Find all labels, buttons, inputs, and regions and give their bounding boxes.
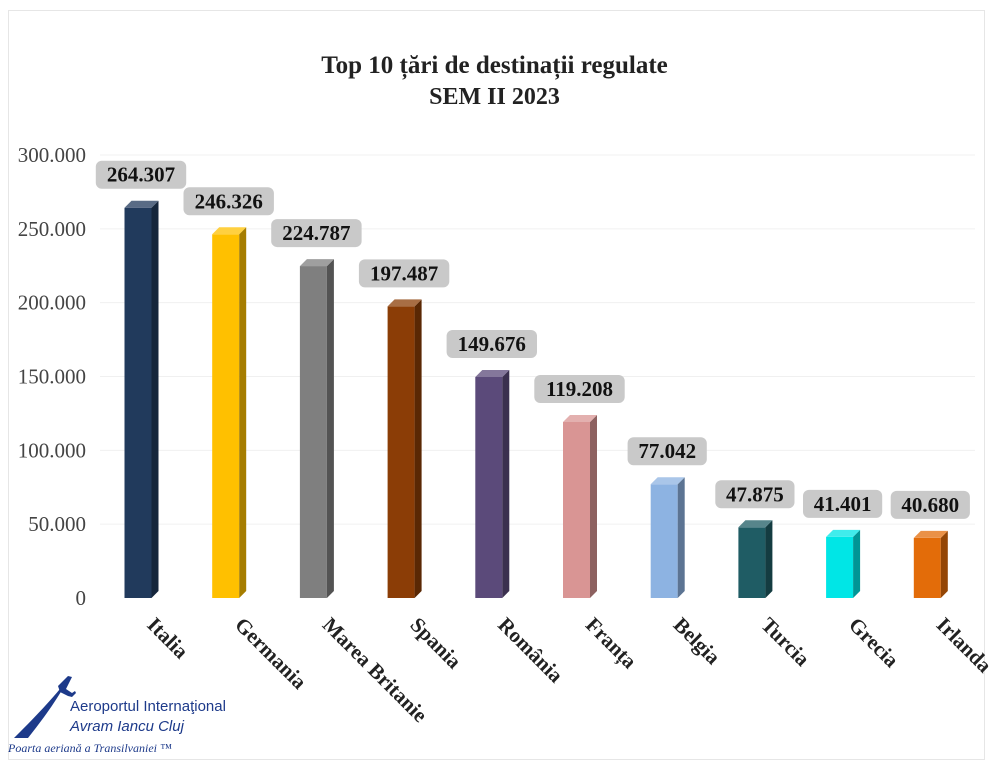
bar — [913, 530, 948, 598]
data-label: 119.208 — [546, 377, 613, 401]
bar-front — [650, 484, 678, 598]
y-tick-label: 100.000 — [18, 438, 86, 462]
bar-side — [502, 369, 510, 598]
airport-logo: Aeroportul Internaţional Avram Iancu Clu… — [6, 668, 266, 760]
y-tick-label: 150.000 — [18, 365, 86, 389]
bar-top — [826, 529, 861, 537]
data-label: 47.875 — [726, 482, 784, 506]
bar-front — [299, 266, 327, 598]
bar-top — [387, 299, 422, 307]
bar-front — [387, 306, 415, 598]
x-tick-label: Grecia — [844, 613, 904, 673]
bar — [475, 369, 510, 598]
bar-top — [913, 530, 948, 538]
y-tick-label: 50.000 — [28, 512, 86, 536]
data-label: 197.487 — [370, 261, 438, 285]
bar-front — [212, 234, 240, 598]
x-tick-label: Belgia — [669, 613, 726, 670]
y-tick-label: 250.000 — [18, 217, 86, 241]
data-label: 41.401 — [814, 492, 872, 516]
bar-front — [475, 376, 503, 598]
x-tick-label: Franța — [580, 613, 642, 675]
data-label: 40.680 — [901, 493, 959, 517]
bar — [738, 520, 773, 598]
bar-top — [738, 520, 773, 528]
bar — [299, 259, 334, 598]
bar-side — [765, 520, 773, 598]
data-label-box — [95, 160, 187, 189]
data-label-box — [271, 219, 362, 248]
data-label-box — [627, 437, 707, 466]
y-tick-label: 200.000 — [18, 291, 86, 315]
data-label: 149.676 — [458, 332, 526, 356]
x-tick-label: Turcia — [756, 613, 815, 672]
bar-front — [826, 536, 854, 598]
bar-top — [299, 259, 334, 267]
data-label-box — [183, 187, 274, 216]
bar-front — [563, 421, 590, 598]
data-label-box — [446, 329, 537, 358]
data-label-box — [890, 490, 970, 519]
bar-front — [913, 537, 941, 598]
bar-side — [853, 529, 861, 598]
bar — [124, 200, 159, 598]
logo-name-line2: Avram Iancu Cluj — [70, 718, 184, 735]
bar-front — [124, 207, 152, 598]
bar — [650, 477, 685, 598]
bar-side — [940, 530, 948, 598]
data-label-box — [534, 374, 625, 403]
x-tick-label: România — [493, 613, 568, 688]
data-label-box — [715, 480, 795, 509]
data-label-box — [358, 259, 450, 288]
logo-name-line1: Aeroportul Internaţional — [70, 698, 226, 715]
bar-side — [590, 414, 597, 598]
bar-top — [563, 414, 597, 422]
bar-side — [151, 200, 159, 598]
bar-top — [212, 227, 247, 235]
bar-side — [239, 227, 247, 598]
chart-subtitle: SEM II 2023 — [429, 84, 560, 110]
data-label: 224.787 — [282, 221, 350, 245]
bar — [563, 414, 597, 598]
bar — [212, 227, 247, 598]
x-tick-label: Spania — [406, 613, 467, 674]
data-label: 264.307 — [107, 163, 175, 187]
x-tick-label: Italia — [142, 613, 193, 664]
bar-top — [475, 369, 510, 377]
y-tick-label: 300.000 — [18, 143, 86, 167]
data-label: 246.326 — [195, 189, 263, 213]
data-label-box — [803, 489, 883, 518]
plane-logo-icon — [14, 676, 76, 738]
bar-top — [124, 200, 159, 208]
bar-side — [677, 477, 685, 598]
bar-top — [650, 477, 685, 485]
bar — [387, 299, 422, 598]
bar-side — [414, 299, 422, 598]
y-tick-label: 0 — [76, 586, 87, 610]
bar — [826, 529, 861, 598]
data-label: 77.042 — [638, 439, 696, 463]
x-tick-label: Irlanda — [932, 613, 989, 678]
bar-front — [738, 527, 766, 598]
bar-side — [326, 259, 334, 598]
chart-title: Top 10 țări de destinații regulate — [321, 52, 668, 79]
logo-tagline: Poarta aeriană a Transilvaniei ™ — [8, 741, 172, 755]
